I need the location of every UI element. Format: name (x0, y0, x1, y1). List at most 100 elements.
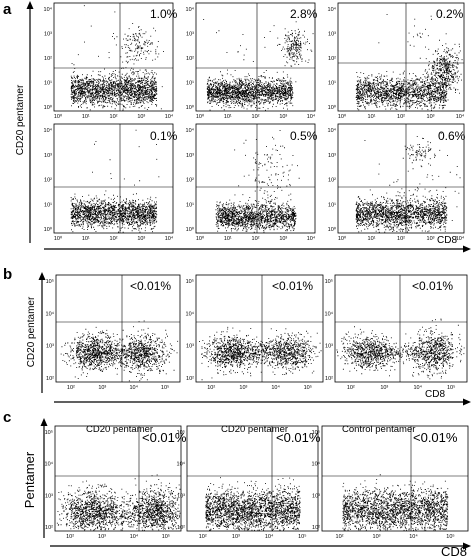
x-tick-label-b2: 10⁵ (304, 384, 312, 391)
x-tick-label-b2: 10² (207, 385, 215, 391)
event-dots-a2 (203, 19, 314, 111)
x-tick-label-a4: 10² (110, 236, 118, 242)
x-tick-label-c1: 10³ (98, 534, 106, 540)
plot-header-c3: Control pentamer (342, 424, 415, 435)
events-a4 (70, 129, 160, 233)
events-a3 (355, 12, 463, 111)
events-c1 (56, 474, 181, 531)
y-tick-label-b1: 10⁵ (46, 278, 54, 285)
y-tick-label-c3: 10² (312, 525, 320, 531)
x-tick-label-c2: 10² (199, 534, 207, 540)
x-tick-label-a4: 10⁰ (54, 235, 63, 242)
x-tick-label-a1: 10⁰ (54, 113, 63, 120)
y-tick-label-a5: 10² (186, 178, 194, 184)
x-tick-label-a3: 10² (397, 114, 405, 120)
y-tick-label-c2: 10² (177, 525, 185, 531)
percentage-a2: 2.8% (290, 7, 318, 21)
x-tick-label-a4: 10³ (137, 236, 145, 242)
y-tick-label-a2: 10³ (186, 32, 194, 38)
y-tick-label-a4: 10¹ (44, 202, 52, 208)
x-tick-label-a6: 10³ (427, 236, 435, 242)
x-axis-title-c: CD8 (441, 544, 467, 557)
events-c2 (205, 477, 301, 531)
y-tick-label-c2: 10³ (177, 493, 185, 499)
x-axis-arrowhead-a (463, 245, 471, 253)
x-tick-label-b3: 10² (347, 385, 355, 391)
x-tick-label-a3: 10³ (427, 114, 435, 120)
y-tick-label-b3: 10² (325, 376, 333, 382)
y-tick-label-b2: 10⁵ (186, 278, 194, 285)
x-tick-label-c2: 10⁵ (298, 533, 306, 540)
y-tick-label-a3: 10⁴ (328, 6, 337, 13)
plot-b1: <0.01% (55, 274, 181, 383)
y-tick-label-c1: 10² (45, 525, 53, 531)
x-tick-label-c2: 10³ (232, 534, 240, 540)
percentage-b1: <0.01% (130, 279, 171, 293)
x-tick-label-a1: 10¹ (82, 114, 90, 120)
y-tick-label-c2: 10⁵ (177, 429, 185, 436)
y-tick-label-a6: 10³ (328, 153, 336, 159)
y-tick-label-b1: 10³ (46, 344, 54, 350)
events-c3 (342, 474, 449, 531)
x-tick-label-a4: 10¹ (82, 236, 90, 242)
y-tick-label-b2: 10³ (186, 344, 194, 350)
y-tick-label-a1: 10⁴ (44, 6, 53, 13)
x-tick-label-b1: 10² (67, 385, 75, 391)
percentage-c3: <0.01% (413, 430, 458, 445)
x-tick-label-a4: 10⁴ (165, 235, 174, 242)
y-tick-label-a6: 10⁰ (328, 226, 337, 233)
y-axis-arrowhead-a (26, 1, 34, 9)
plot-a6: 0.6% (337, 123, 466, 234)
y-tick-label-c2: 10⁴ (177, 461, 186, 468)
y-axis-arrowhead-c (40, 418, 48, 426)
plot-a4: 0.1% (53, 123, 178, 234)
x-tick-label-b3: 10³ (380, 385, 388, 391)
percentage-c1: <0.01% (142, 430, 187, 445)
y-tick-label-a1: 10³ (44, 32, 52, 38)
x-tick-label-a5: 10¹ (224, 236, 232, 242)
events-b3 (336, 318, 465, 380)
events-a6 (355, 132, 461, 233)
percentage-a1: 1.0% (150, 7, 178, 21)
x-tick-label-a6: 10⁴ (456, 235, 465, 242)
event-dots-c2 (205, 477, 301, 531)
event-dots-c3 (342, 474, 449, 531)
y-axis-title-a: CD20 pentamer (15, 84, 26, 155)
x-tick-label-a2: 10⁴ (307, 113, 316, 120)
x-tick-label-b2: 10³ (239, 385, 247, 391)
x-tick-label-c2: 10⁴ (265, 533, 274, 540)
x-tick-label-a3: 10⁰ (338, 113, 347, 120)
event-dots-a6 (355, 132, 461, 233)
y-tick-label-c3: 10³ (312, 493, 320, 499)
y-tick-label-b3: 10⁴ (325, 310, 334, 317)
events-b1 (60, 320, 179, 382)
y-tick-label-a2: 10² (186, 56, 194, 62)
plot-b2: <0.01% (195, 274, 324, 383)
plot-c2: <0.01% (186, 425, 321, 532)
y-tick-label-a3: 10⁰ (328, 104, 337, 111)
x-tick-label-a5: 10⁰ (196, 235, 205, 242)
x-tick-label-a3: 10¹ (368, 114, 376, 120)
x-axis-arrowhead-c (463, 542, 471, 550)
panel-label-c: c (3, 409, 11, 426)
event-dots-a5 (215, 130, 300, 233)
y-tick-label-a4: 10³ (44, 153, 52, 159)
y-tick-label-c1: 10⁵ (45, 429, 53, 436)
x-tick-label-a5: 10⁴ (307, 235, 316, 242)
percentage-a4: 0.1% (150, 129, 178, 143)
plot-a2: 2.8% (195, 2, 318, 112)
y-tick-label-a6: 10² (328, 178, 336, 184)
plot-a1: 1.0% (53, 2, 178, 112)
y-tick-label-b2: 10² (186, 376, 194, 382)
y-tick-label-a3: 10² (328, 56, 336, 62)
events-a1 (70, 5, 164, 111)
x-axis-arrowhead-b (463, 398, 471, 406)
x-tick-label-c3: 10⁵ (446, 533, 454, 540)
percentage-c2: <0.01% (276, 430, 321, 445)
y-axis-arrowhead-b (38, 272, 46, 280)
plot-header-c2: CD20 pentamer (221, 424, 288, 435)
y-tick-label-a2: 10⁰ (186, 104, 195, 111)
y-tick-label-a6: 10¹ (328, 202, 336, 208)
